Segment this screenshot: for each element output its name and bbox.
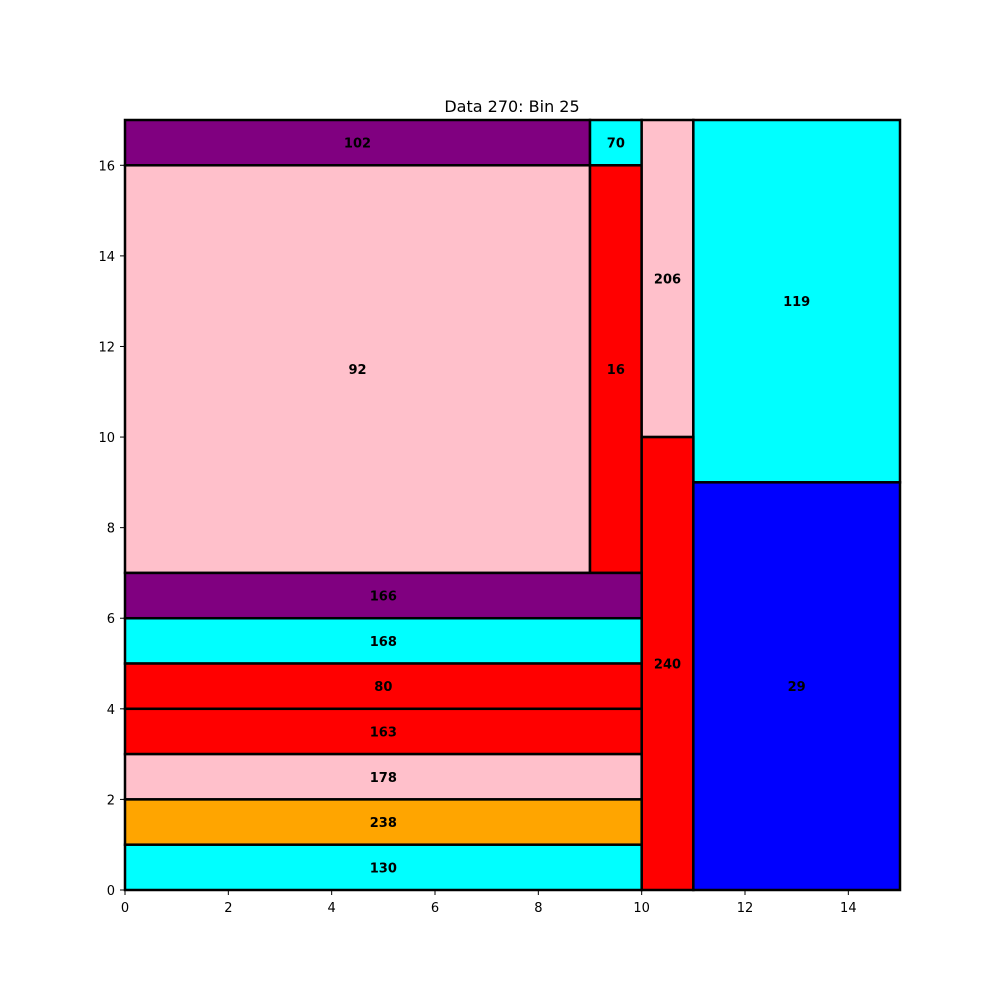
- plot-frame: [124, 119, 901, 891]
- rect-label: 168: [370, 635, 397, 650]
- bin-rect-102: 102: [123, 118, 592, 167]
- y-tick-label: 0: [107, 884, 115, 899]
- bin-rect-29: 29: [692, 481, 902, 892]
- rect-shape: [123, 707, 643, 756]
- rect-label: 92: [348, 363, 366, 378]
- rect-shape: [123, 798, 643, 846]
- bin-rect-70: 70: [588, 118, 643, 167]
- rect-label: 240: [654, 658, 681, 673]
- rect-shape: [123, 662, 643, 711]
- x-tick-label: 10: [633, 901, 650, 916]
- bin-rect-206: 206: [640, 118, 695, 439]
- rect-shape: [692, 118, 902, 484]
- rect-label: 178: [370, 771, 397, 786]
- rect-shape: [123, 164, 592, 575]
- bin-rect-238: 238: [123, 798, 643, 846]
- bin-rect-16: 16: [588, 164, 643, 575]
- rect-shape: [692, 481, 902, 892]
- bin-rect-80: 80: [123, 662, 643, 711]
- bin-rect-178: 178: [123, 752, 643, 801]
- bin-rect-168: 168: [123, 616, 643, 665]
- bin-rect-163: 163: [123, 707, 643, 756]
- rect-label: 16: [607, 363, 625, 378]
- axes-layer: 0 2 4 6 8 10 12 14 0 2 4 6 8 10 12 14 16: [98, 119, 901, 916]
- chart-title: Data 270: Bin 25: [444, 97, 579, 116]
- y-tick-label: 10: [98, 431, 115, 446]
- rect-label: 80: [374, 680, 392, 695]
- x-tick-label: 12: [737, 901, 754, 916]
- bin-rect-119: 119: [692, 118, 902, 484]
- y-tick-label: 8: [107, 522, 115, 537]
- bin-rect-166: 166: [123, 571, 643, 620]
- y-tick-label: 12: [98, 340, 115, 355]
- rect-label: 119: [783, 295, 810, 310]
- x-tick-label: 6: [431, 901, 439, 916]
- bin-rect-130: 130: [123, 843, 643, 892]
- bin-rect-240: 240: [640, 435, 695, 892]
- y-tick-label: 14: [98, 250, 115, 265]
- rect-label: 206: [654, 273, 681, 288]
- x-tick-label: 2: [224, 901, 232, 916]
- bin-rect-92: 92: [123, 164, 592, 575]
- x-tick-label: 14: [840, 901, 857, 916]
- x-tick-label: 4: [328, 901, 336, 916]
- y-tick-label: 16: [98, 159, 115, 174]
- rect-label: 166: [370, 590, 397, 605]
- rect-label: 70: [607, 137, 625, 152]
- x-tick-label: 8: [534, 901, 542, 916]
- rect-label: 102: [344, 137, 371, 152]
- x-tick-label: 0: [121, 901, 129, 916]
- y-tick-label: 6: [107, 612, 115, 627]
- y-tick-label: 2: [107, 793, 115, 808]
- rectangles-layer: 102 70 92 16 206 119 240 29 166 168 80 163 178 238 130: [123, 118, 902, 892]
- y-tick-label: 4: [107, 703, 115, 718]
- rect-label: 238: [370, 816, 397, 831]
- rect-label: 29: [788, 680, 806, 695]
- rect-label: 163: [370, 725, 397, 740]
- rect-label: 130: [370, 861, 397, 876]
